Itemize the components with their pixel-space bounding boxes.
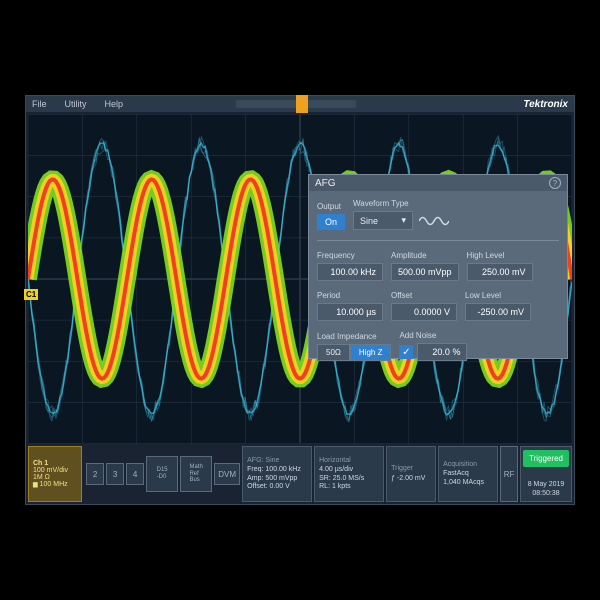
output-button[interactable]: On — [317, 214, 345, 230]
acquisition-info[interactable]: Acquisition FastAcq 1,040 MAcqs — [438, 446, 498, 502]
datetime: 8 May 2019 08:50:38 — [528, 481, 565, 498]
sine-icon — [419, 214, 449, 228]
slider-marker[interactable] — [296, 95, 308, 113]
dvm-button[interactable]: DVM — [214, 463, 240, 485]
ch1-imp: 1M Ω — [33, 474, 77, 481]
math-button[interactable]: MathRefBus — [180, 456, 212, 492]
freq-input[interactable]: 100.00 kHz — [317, 263, 383, 281]
afg-info[interactable]: AFG: Sine Freq: 100.00 kHz Amp: 500 mVpp… — [242, 446, 312, 502]
offset-label: Offset — [391, 291, 457, 300]
horizontal-info[interactable]: Horizontal 4.00 µs/div SR: 25.0 MS/s RL:… — [314, 446, 384, 502]
loadimp-50[interactable]: 50Ω — [317, 344, 350, 361]
help-icon[interactable]: ? — [549, 177, 561, 189]
brand-logo: Tektronix — [523, 99, 568, 110]
rf-button[interactable]: RF — [500, 446, 518, 502]
loadimp-label: Load Impedance — [317, 332, 391, 341]
afg-title: AFG — [315, 178, 336, 189]
amp-label: Amplitude — [391, 251, 459, 260]
ch4-button[interactable]: 4 — [126, 463, 144, 485]
top-slider[interactable] — [236, 100, 356, 108]
menu-help[interactable]: Help — [105, 99, 124, 109]
menubar: File Utility Help Tektronix — [26, 96, 574, 112]
loadimp-toggle[interactable]: 50Ω High Z — [317, 344, 391, 361]
channel-marker[interactable]: C1 — [24, 289, 38, 300]
noise-label: Add Noise — [399, 331, 467, 340]
oscilloscope-window: File Utility Help Tektronix C1 AFG ? Out… — [25, 95, 575, 505]
ch1-scale: 100 mV/div — [33, 467, 77, 474]
wavetype-dropdown[interactable]: Sine▾ — [353, 211, 413, 230]
ch1-box[interactable]: Ch 1 100 mV/div 1M Ω ▆100 MHz — [28, 446, 82, 502]
afg-panel[interactable]: AFG ? Output On Waveform Type Sine▾ — [308, 174, 568, 359]
menu-file[interactable]: File — [32, 99, 47, 109]
offset-input[interactable]: 0.0000 V — [391, 303, 457, 321]
output-label: Output — [317, 202, 345, 211]
noise-input[interactable]: 20.0 % — [417, 343, 467, 361]
channel-buttons: 2 3 4 D15-D0 MathRefBus DVM — [86, 446, 240, 502]
high-input[interactable]: 250.00 mV — [467, 263, 533, 281]
wavetype-label: Waveform Type — [353, 199, 449, 208]
loadimp-hiz[interactable]: High Z — [350, 344, 392, 361]
high-label: High Level — [467, 251, 533, 260]
low-label: Low Level — [465, 291, 531, 300]
freq-label: Frequency — [317, 251, 383, 260]
ch1-bw: 100 MHz — [40, 481, 68, 488]
noise-checkbox[interactable]: ✓ — [399, 345, 413, 359]
bottom-bar: Ch 1 100 mV/div 1M Ω ▆100 MHz 2 3 4 D15-… — [28, 446, 572, 502]
d15-button[interactable]: D15-D0 — [146, 456, 178, 492]
low-input[interactable]: -250.00 mV — [465, 303, 531, 321]
trigger-info[interactable]: Trigger ƒ -2.00 mV — [386, 446, 436, 502]
waveform-display[interactable]: C1 AFG ? Output On Waveform Type Sine▾ — [28, 114, 572, 444]
period-label: Period — [317, 291, 383, 300]
triggered-button[interactable]: Triggered — [523, 450, 569, 467]
menu-utility[interactable]: Utility — [65, 99, 87, 109]
amp-input[interactable]: 500.00 mVpp — [391, 263, 459, 281]
chevron-down-icon: ▾ — [401, 215, 406, 226]
ch1-header: Ch 1 — [33, 460, 77, 467]
ch2-button[interactable]: 2 — [86, 463, 104, 485]
ch3-button[interactable]: 3 — [106, 463, 124, 485]
period-input[interactable]: 10.000 µs — [317, 303, 383, 321]
bw-icon: ▆ — [33, 481, 38, 488]
